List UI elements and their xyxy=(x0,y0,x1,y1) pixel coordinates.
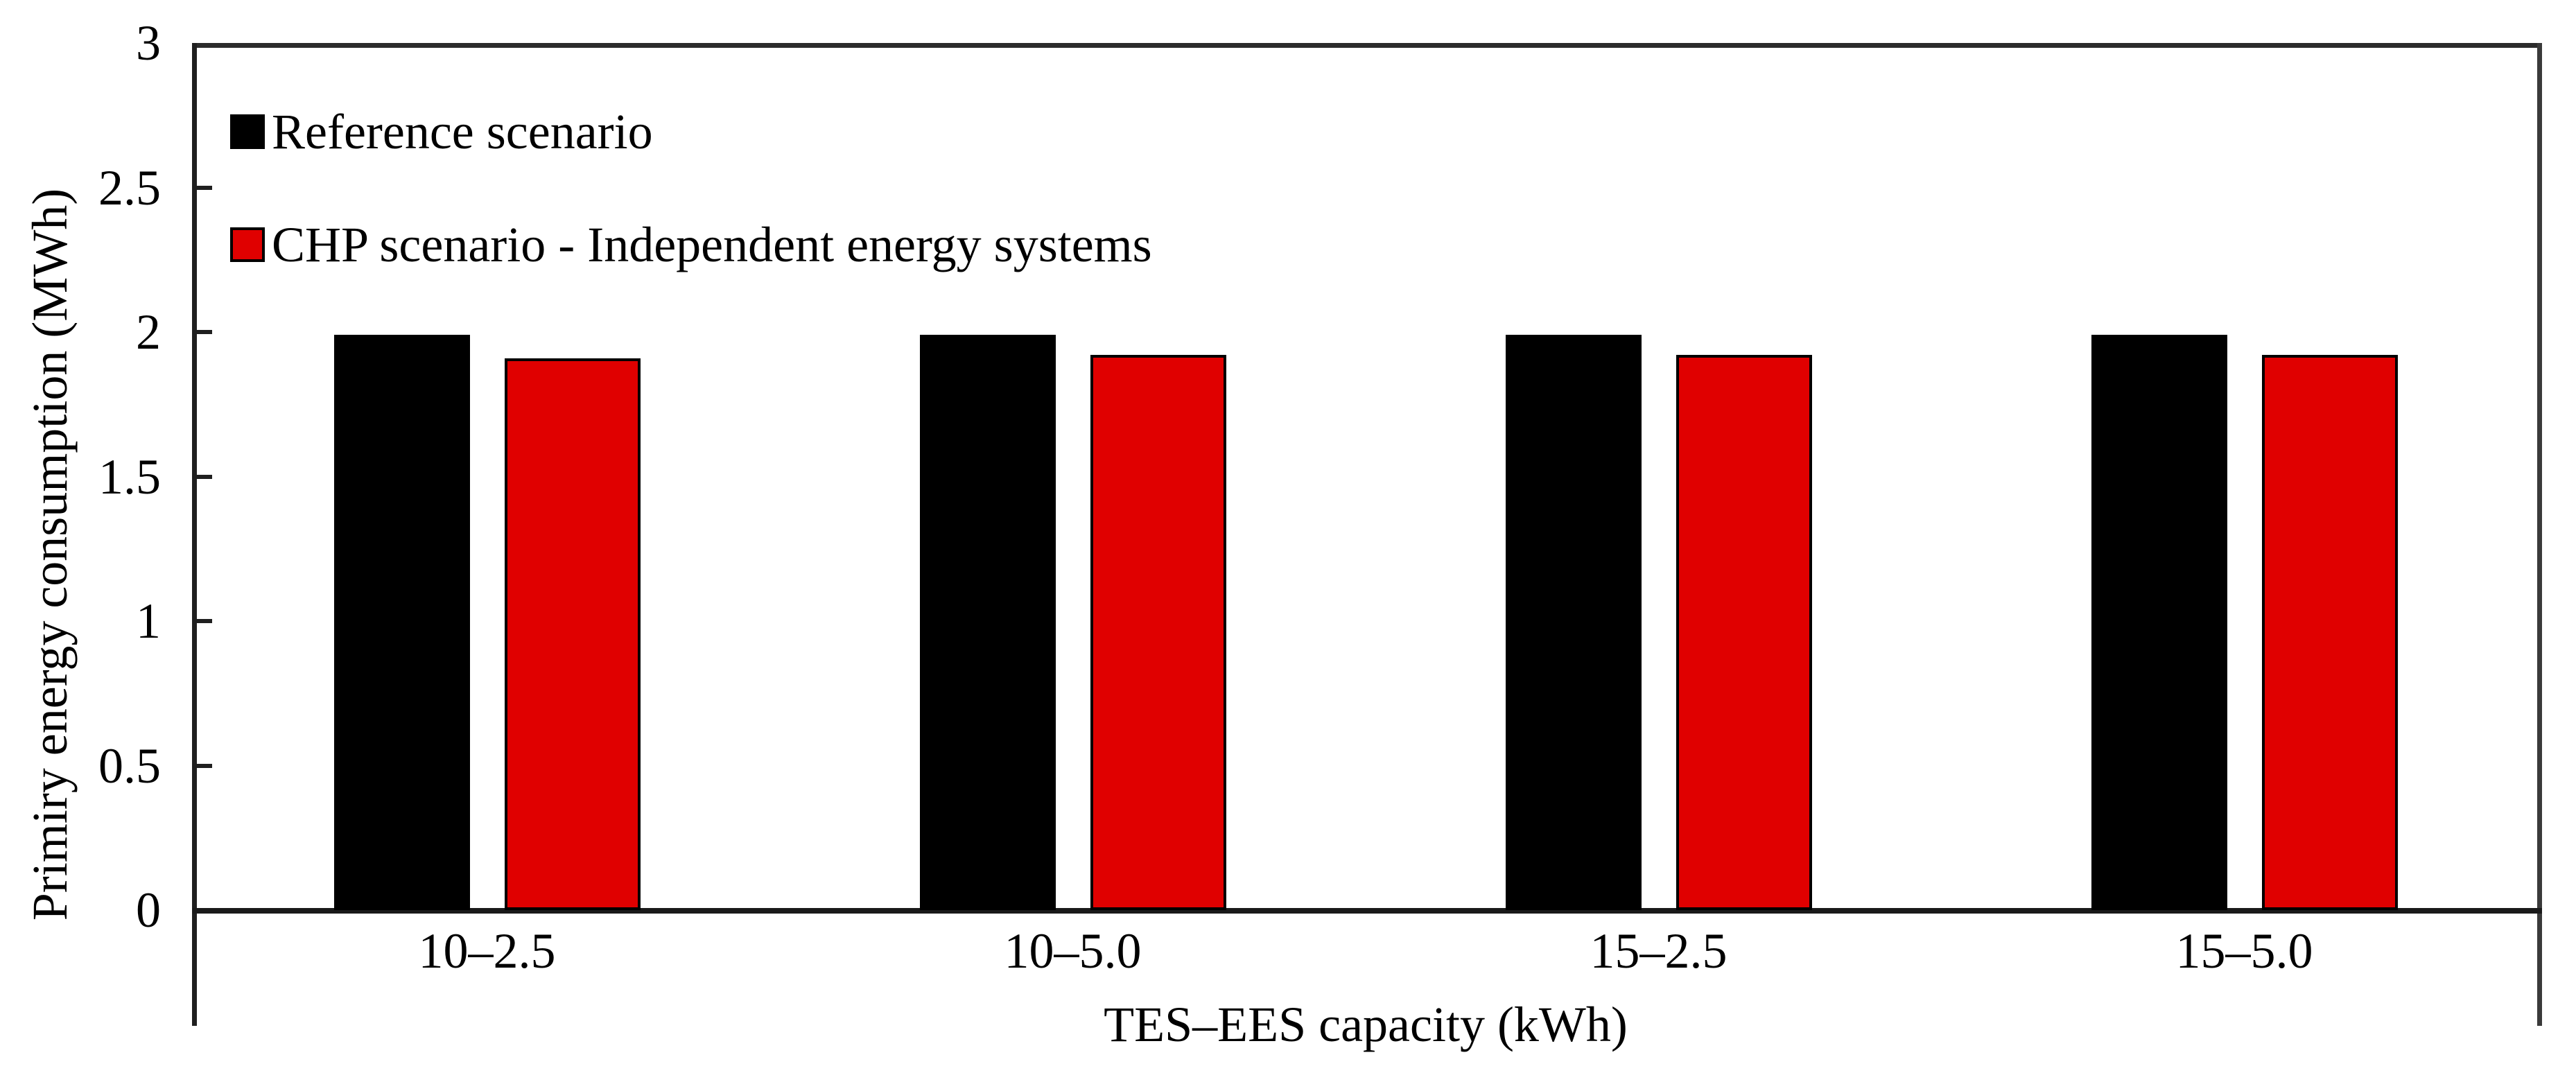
y-tick-mark xyxy=(197,619,212,623)
y-axis-line xyxy=(192,43,197,1026)
y-tick-label: 0 xyxy=(136,882,161,938)
y-tick-mark xyxy=(197,474,212,479)
legend-label-chp: CHP scenario - Independent energy system… xyxy=(272,217,1152,272)
x-axis-title: TES–EES capacity (kWh) xyxy=(1104,997,1628,1052)
x-tick-label: 15–5.0 xyxy=(2175,923,2313,979)
y-axis-title: Primiry energy consumption (MWh) xyxy=(22,188,78,921)
legend-swatch-chp xyxy=(230,227,265,262)
y-tick-mark xyxy=(197,763,212,768)
plot-frame-right-border xyxy=(2537,43,2542,1026)
bar-chp-15–2.5 xyxy=(1676,355,1812,910)
x-tick-label: 10–5.0 xyxy=(1004,923,1142,979)
bar-reference-15–5.0 xyxy=(2091,335,2227,910)
x-tick-label: 15–2.5 xyxy=(1590,923,1728,979)
y-tick-label: 1.5 xyxy=(98,448,161,505)
bar-chp-15–5.0 xyxy=(2261,355,2398,910)
bar-reference-10–2.5 xyxy=(333,335,470,910)
y-tick-label: 3 xyxy=(136,15,161,71)
y-tick-mark xyxy=(197,185,212,190)
bar-chp-10–2.5 xyxy=(504,358,641,910)
y-tick-label: 1 xyxy=(136,593,161,649)
bar-chp-10–5.0 xyxy=(1090,355,1226,910)
y-tick-label: 2 xyxy=(136,304,161,360)
y-tick-mark xyxy=(197,330,212,334)
plot-frame-top-border xyxy=(192,43,2542,48)
bar-reference-15–2.5 xyxy=(1505,335,1642,910)
bar-reference-10–5.0 xyxy=(919,335,1056,910)
y-tick-label: 2.5 xyxy=(98,159,161,216)
x-tick-label: 10–2.5 xyxy=(418,923,556,979)
y-tick-label: 0.5 xyxy=(98,737,161,794)
legend-label-reference: Reference scenario xyxy=(272,104,653,159)
x-axis-line xyxy=(192,908,2542,914)
legend-swatch-reference xyxy=(230,114,265,149)
